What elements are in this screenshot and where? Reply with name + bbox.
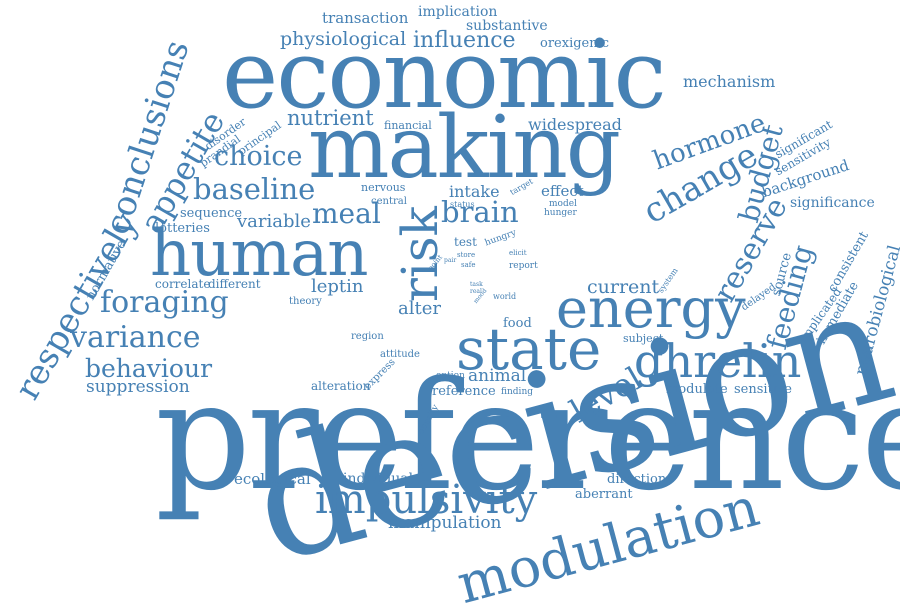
word-financial: financial [384, 119, 432, 132]
word-human: human [150, 217, 368, 291]
word-choice: choice [214, 141, 303, 172]
word-elicit: elicit [509, 249, 527, 257]
word-brain: brain [441, 195, 519, 229]
word-ghrelin: ghrelin [634, 334, 802, 388]
word-behaviour: behaviour [85, 354, 213, 383]
word-preference: preference [155, 350, 900, 524]
word-store: store [457, 251, 476, 259]
word-attitude: attitude [380, 349, 420, 360]
word-option: option [436, 371, 465, 381]
word-current: current [587, 276, 660, 298]
word-transaction: transaction [322, 9, 409, 27]
word-foraging: foraging [100, 285, 229, 320]
word-energy: energy [556, 277, 746, 340]
word-world: world [493, 292, 517, 301]
word-influence: influence [413, 28, 516, 53]
word-making: making [308, 98, 621, 198]
word-variance: variance [70, 320, 201, 355]
word-lotteries: lotteries [155, 221, 210, 236]
word-implication: implication [418, 4, 498, 20]
word-safe: safe [461, 261, 476, 269]
word-task: task [470, 281, 483, 288]
word-status: status [450, 200, 475, 209]
word-sequence: sequence [180, 206, 243, 221]
word-subject: subject [623, 332, 664, 345]
word-leptin: leptin [311, 276, 364, 297]
word-direction: direction [607, 472, 667, 487]
word-alter: alter [398, 298, 441, 319]
word-widespread: widespread [528, 115, 622, 134]
word-aberrant: aberrant [575, 487, 633, 502]
word-animal: animal [468, 366, 527, 386]
word-orexigenic: orexigenic [540, 36, 610, 51]
word-physiological: physiological [280, 28, 407, 50]
word-central: central [371, 196, 407, 207]
word-test: test [454, 235, 477, 249]
word-economic: economic [222, 20, 667, 130]
word-individual: individual [343, 471, 414, 487]
word-baseline: baseline [193, 172, 316, 206]
word-nutrient: nutrient [287, 106, 374, 130]
word-substantive: substantive [466, 18, 548, 34]
word-region: region [351, 331, 384, 342]
word-food: food [503, 316, 532, 331]
word-state: state [456, 315, 602, 383]
word-cloud: preference decision economic making huma… [7, 4, 900, 616]
word-intake: intake [449, 182, 500, 201]
word-variable: variable [237, 211, 311, 232]
word-model: model [549, 199, 577, 209]
word-impulsivity: impulsivity [315, 477, 538, 523]
word-real: real [470, 288, 482, 295]
word-hunger: hunger [544, 208, 577, 218]
word-pair: pair [444, 257, 457, 264]
word-nervous: nervous [361, 181, 406, 194]
word-suppression: suppression [86, 377, 190, 397]
word-alteration: alteration [311, 379, 371, 393]
word-hungry: hungry [483, 227, 518, 249]
word-reference: reference [432, 384, 496, 399]
word-finding: finding [501, 387, 533, 397]
word-significance: significance [790, 195, 875, 211]
word-modulate: modulate [666, 382, 728, 397]
word-mechanism: mechanism [683, 72, 776, 91]
word-meal: meal [312, 197, 381, 230]
word-report: report [509, 261, 538, 271]
word-effect: effect [541, 182, 584, 200]
word-ecological: ecological [234, 470, 311, 488]
word-correlate: correlate [155, 277, 211, 291]
word-theory: theory [289, 296, 322, 307]
word-different: different [208, 277, 261, 291]
word-manipulation: manipulation [388, 513, 502, 533]
word-sensitive: sensitive [734, 382, 792, 397]
